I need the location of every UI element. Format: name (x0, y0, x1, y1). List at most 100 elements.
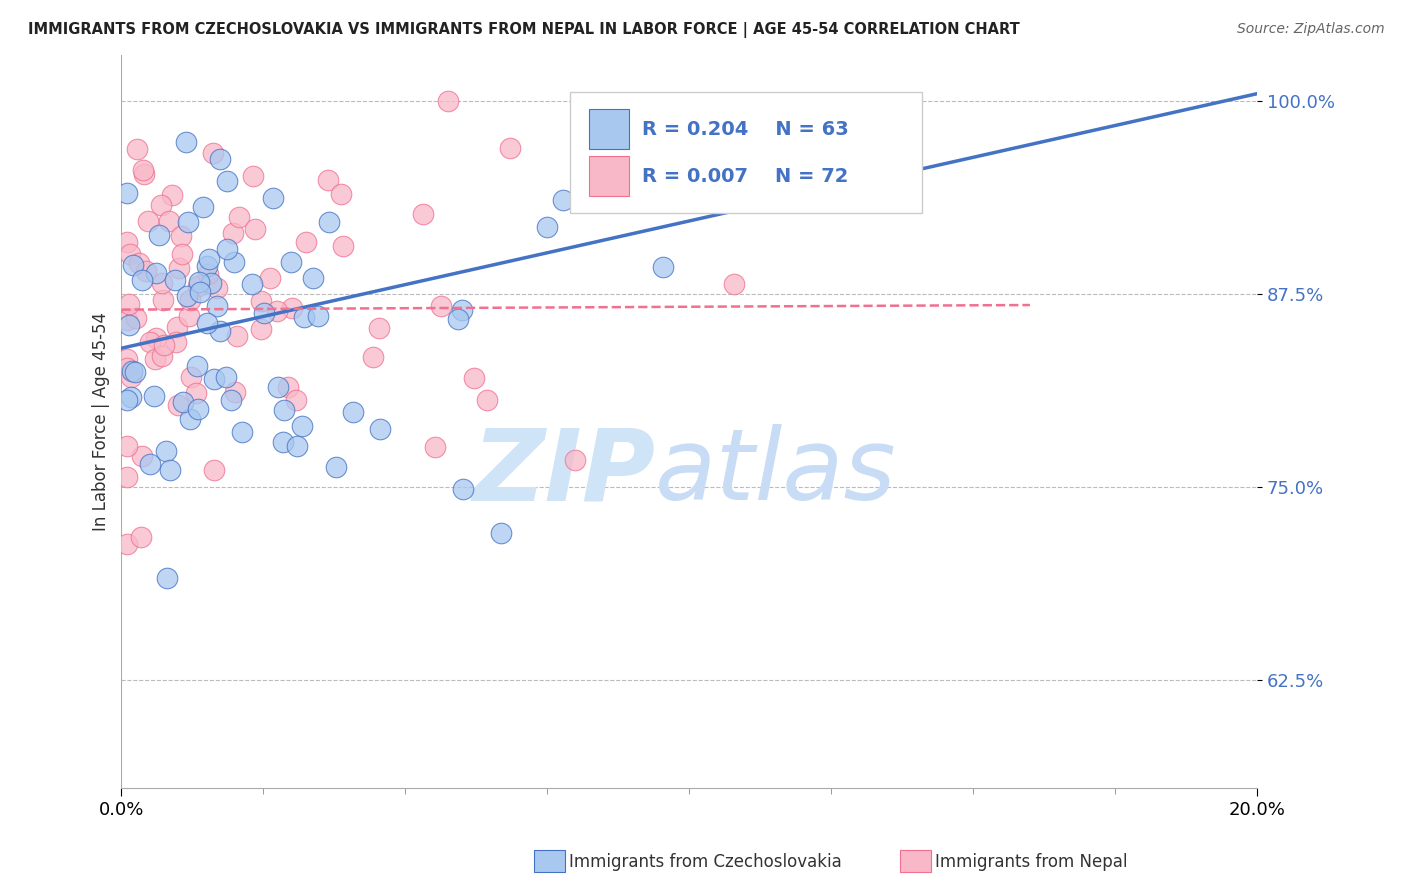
Point (131, 273, 153, 287)
Point (166, 398, 188, 412)
Point (295, 235, 318, 249)
Point (325, 460, 347, 475)
Point (121, 364, 143, 378)
Point (202, 371, 225, 385)
Point (195, 259, 218, 273)
Point (342, 405, 364, 419)
Point (150, 276, 173, 290)
Point (267, 380, 290, 394)
Bar (589, 109, 628, 149)
Point (132, 167, 155, 181)
Point (115, 393, 138, 408)
Point (150, 197, 173, 211)
Point (160, 188, 183, 202)
Point (115, 351, 138, 366)
Point (159, 463, 181, 477)
Point (197, 267, 219, 281)
Point (132, 163, 155, 178)
FancyBboxPatch shape (569, 92, 922, 212)
Point (129, 530, 152, 544)
Point (228, 210, 250, 224)
Point (115, 361, 138, 376)
Point (124, 311, 146, 326)
Point (172, 394, 194, 409)
Point (332, 238, 354, 252)
Point (307, 309, 329, 323)
Point (430, 299, 453, 313)
Y-axis label: In Labor Force | Age 45-54: In Labor Force | Age 45-54 (93, 312, 110, 531)
Point (292, 310, 315, 325)
Point (135, 264, 157, 278)
Point (222, 227, 245, 241)
Text: R = 0.204    N = 63: R = 0.204 N = 63 (641, 120, 848, 138)
Point (163, 272, 186, 286)
Point (115, 439, 138, 453)
Point (167, 260, 190, 275)
Text: Source: ZipAtlas.com: Source: ZipAtlas.com (1237, 22, 1385, 37)
Point (207, 300, 229, 314)
Point (250, 293, 273, 308)
Point (121, 258, 143, 272)
Point (118, 318, 141, 332)
Point (536, 220, 558, 235)
Point (226, 329, 249, 343)
Point (250, 322, 273, 336)
Point (180, 369, 202, 384)
Text: IMMIGRANTS FROM CZECHOSLOVAKIA VS IMMIGRANTS FROM NEPAL IN LABOR FORCE | AGE 45-: IMMIGRANTS FROM CZECHOSLOVAKIA VS IMMIGR… (28, 22, 1019, 38)
Point (242, 169, 264, 183)
Point (475, 392, 498, 407)
Point (165, 335, 187, 350)
Text: Immigrants from Nepal: Immigrants from Nepal (935, 853, 1128, 871)
Point (423, 440, 446, 454)
Point (224, 384, 246, 399)
Point (145, 266, 167, 280)
Point (128, 256, 150, 270)
Point (280, 255, 302, 269)
Point (451, 302, 474, 317)
Point (553, 194, 575, 208)
Point (138, 457, 160, 471)
Point (412, 207, 434, 221)
Point (197, 252, 219, 266)
Point (491, 526, 513, 541)
Point (208, 324, 231, 338)
Point (143, 389, 166, 403)
Point (193, 200, 215, 214)
Point (361, 350, 384, 364)
Point (284, 392, 307, 407)
Point (368, 422, 391, 436)
Point (156, 571, 179, 585)
Point (166, 320, 188, 334)
Point (136, 214, 159, 228)
Point (115, 313, 138, 327)
Point (124, 365, 146, 379)
Point (187, 278, 209, 293)
Point (330, 186, 353, 201)
Point (266, 303, 288, 318)
Point (215, 174, 238, 188)
Point (200, 276, 222, 290)
Point (285, 439, 308, 453)
Point (447, 312, 470, 326)
Point (118, 247, 141, 261)
Point (367, 321, 389, 335)
Point (115, 537, 138, 551)
Point (157, 214, 180, 228)
Bar (589, 155, 628, 196)
Point (463, 371, 485, 385)
Point (186, 386, 208, 401)
Point (131, 450, 153, 464)
Point (209, 152, 232, 166)
Point (150, 350, 173, 364)
Point (139, 335, 162, 350)
Point (188, 276, 211, 290)
Point (281, 301, 304, 315)
Point (215, 369, 238, 384)
Point (176, 288, 198, 302)
Point (318, 215, 340, 229)
Text: Immigrants from Czechoslovakia: Immigrants from Czechoslovakia (569, 853, 842, 871)
Point (499, 141, 522, 155)
Point (316, 173, 339, 187)
Point (186, 359, 208, 374)
Point (176, 215, 198, 229)
